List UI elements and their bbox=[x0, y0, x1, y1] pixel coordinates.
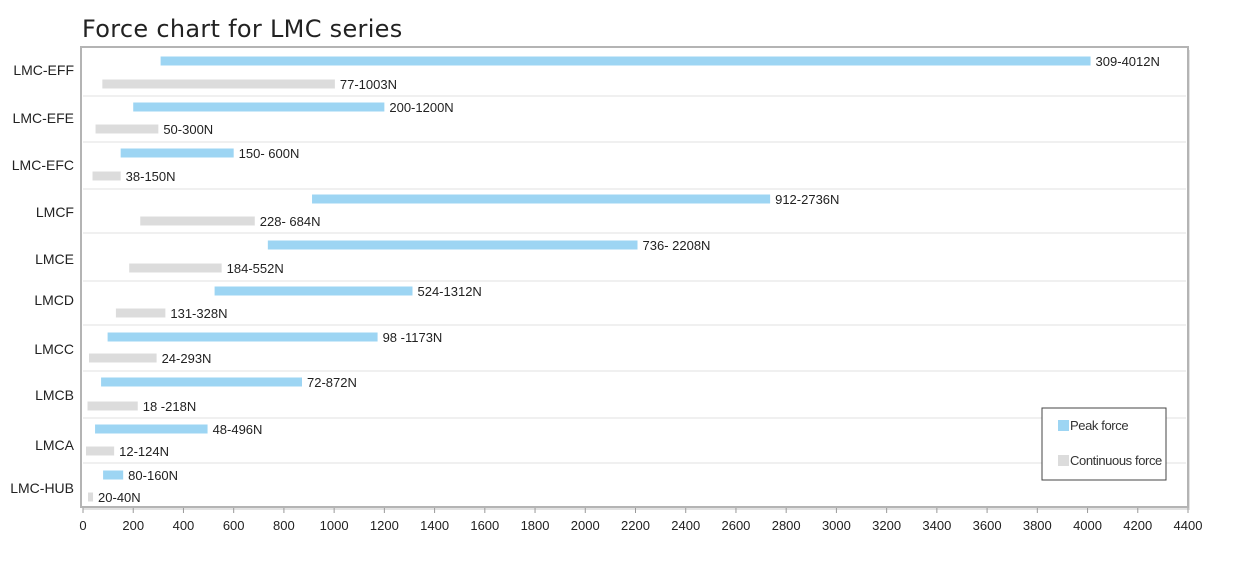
x-tick-label-3800: 3800 bbox=[1023, 518, 1052, 533]
peak-force-label-lmc-efe: 200-1200N bbox=[389, 100, 453, 115]
peak-force-label-lmcc: 98 -1173N bbox=[383, 330, 443, 345]
continuous-force-bar-lmcb bbox=[87, 401, 138, 411]
peak-force-bar-lmc-eff bbox=[160, 56, 1091, 66]
x-tick-label-2600: 2600 bbox=[721, 518, 750, 533]
x-tick-label-3400: 3400 bbox=[922, 518, 951, 533]
continuous-force-label-lmc-eff: 77-1003N bbox=[340, 77, 397, 92]
category-label-lmce: LMCE bbox=[35, 251, 74, 267]
x-tick-label-1800: 1800 bbox=[521, 518, 550, 533]
continuous-force-label-lmce: 184-552N bbox=[227, 261, 284, 276]
continuous-force-label-lmcc: 24-293N bbox=[162, 351, 212, 366]
peak-force-bar-lmcd bbox=[214, 286, 413, 296]
peak-force-label-lmce: 736- 2208N bbox=[643, 238, 711, 253]
x-tick-label-3600: 3600 bbox=[973, 518, 1002, 533]
legend-label-peak-force: Peak force bbox=[1070, 418, 1128, 433]
x-tick-label-0: 0 bbox=[79, 518, 86, 533]
peak-force-label-lmca: 48-496N bbox=[213, 422, 263, 437]
x-tick-label-4000: 4000 bbox=[1073, 518, 1102, 533]
peak-force-bar-lmc-efe bbox=[133, 102, 385, 112]
peak-force-bar-lmc-efc bbox=[120, 148, 234, 158]
continuous-force-label-lmc-hub: 20-40N bbox=[98, 490, 141, 505]
x-tick-label-2000: 2000 bbox=[571, 518, 600, 533]
x-tick-label-1000: 1000 bbox=[320, 518, 349, 533]
continuous-force-bar-lmc-eff bbox=[102, 79, 335, 89]
legend-label-continuous-force: Continuous force bbox=[1070, 453, 1162, 468]
x-tick-label-1600: 1600 bbox=[470, 518, 499, 533]
x-tick-label-800: 800 bbox=[273, 518, 295, 533]
category-label-lmcf: LMCF bbox=[36, 204, 74, 220]
continuous-force-bar-lmc-efe bbox=[95, 124, 159, 134]
peak-force-label-lmcd: 524-1312N bbox=[417, 284, 481, 299]
x-tick-label-2400: 2400 bbox=[671, 518, 700, 533]
plot-area bbox=[80, 46, 1189, 508]
continuous-force-bar-lmce bbox=[129, 263, 222, 273]
category-label-lmc-eff: LMC-EFF bbox=[13, 62, 74, 78]
peak-force-label-lmc-efc: 150- 600N bbox=[239, 146, 300, 161]
x-tick-label-2800: 2800 bbox=[772, 518, 801, 533]
continuous-force-label-lmcb: 18 -218N bbox=[143, 399, 196, 414]
peak-force-bar-lmcc bbox=[107, 332, 378, 342]
continuous-force-bar-lmc-efc bbox=[92, 171, 121, 181]
x-tick-label-600: 600 bbox=[223, 518, 245, 533]
x-tick-label-3000: 3000 bbox=[822, 518, 851, 533]
x-tick-label-200: 200 bbox=[122, 518, 144, 533]
x-tick-label-1400: 1400 bbox=[420, 518, 449, 533]
x-tick-label-400: 400 bbox=[173, 518, 195, 533]
peak-force-label-lmc-eff: 309-4012N bbox=[1096, 54, 1160, 69]
peak-force-label-lmcf: 912-2736N bbox=[775, 192, 839, 207]
continuous-force-label-lmca: 12-124N bbox=[119, 444, 169, 459]
category-label-lmca: LMCA bbox=[35, 437, 75, 453]
category-label-lmcc: LMCC bbox=[34, 341, 74, 357]
continuous-force-bar-lmcf bbox=[140, 216, 255, 226]
category-label-lmc-hub: LMC-HUB bbox=[10, 480, 74, 496]
x-tick-label-1200: 1200 bbox=[370, 518, 399, 533]
chart-title: Force chart for LMC series bbox=[82, 15, 403, 43]
peak-force-label-lmcb: 72-872N bbox=[307, 375, 357, 390]
continuous-force-label-lmcf: 228- 684N bbox=[260, 214, 321, 229]
category-label-lmc-efc: LMC-EFC bbox=[12, 157, 74, 173]
x-tick-label-3200: 3200 bbox=[872, 518, 901, 533]
peak-force-bar-lmcf bbox=[312, 194, 771, 204]
peak-force-bar-lmcb bbox=[101, 377, 302, 387]
peak-force-bar-lmc-hub bbox=[103, 470, 124, 480]
legend-swatch-continuous-force bbox=[1058, 455, 1069, 466]
continuous-force-bar-lmcc bbox=[89, 353, 157, 363]
category-label-lmcb: LMCB bbox=[35, 387, 74, 403]
peak-force-bar-lmce bbox=[267, 240, 638, 250]
continuous-force-bar-lmca bbox=[86, 446, 115, 456]
continuous-force-label-lmc-efe: 50-300N bbox=[163, 122, 213, 137]
continuous-force-label-lmc-efc: 38-150N bbox=[126, 169, 176, 184]
x-tick-label-4400: 4400 bbox=[1174, 518, 1203, 533]
peak-force-bar-lmca bbox=[95, 424, 208, 434]
x-tick-label-2200: 2200 bbox=[621, 518, 650, 533]
legend-swatch-peak-force bbox=[1058, 420, 1069, 431]
category-label-lmc-efe: LMC-EFE bbox=[13, 110, 74, 126]
continuous-force-label-lmcd: 131-328N bbox=[170, 306, 227, 321]
peak-force-label-lmc-hub: 80-160N bbox=[128, 468, 178, 483]
x-tick-label-4200: 4200 bbox=[1123, 518, 1152, 533]
continuous-force-bar-lmcd bbox=[115, 308, 166, 318]
category-label-lmcd: LMCD bbox=[34, 292, 74, 308]
continuous-force-bar-lmc-hub bbox=[88, 492, 94, 502]
